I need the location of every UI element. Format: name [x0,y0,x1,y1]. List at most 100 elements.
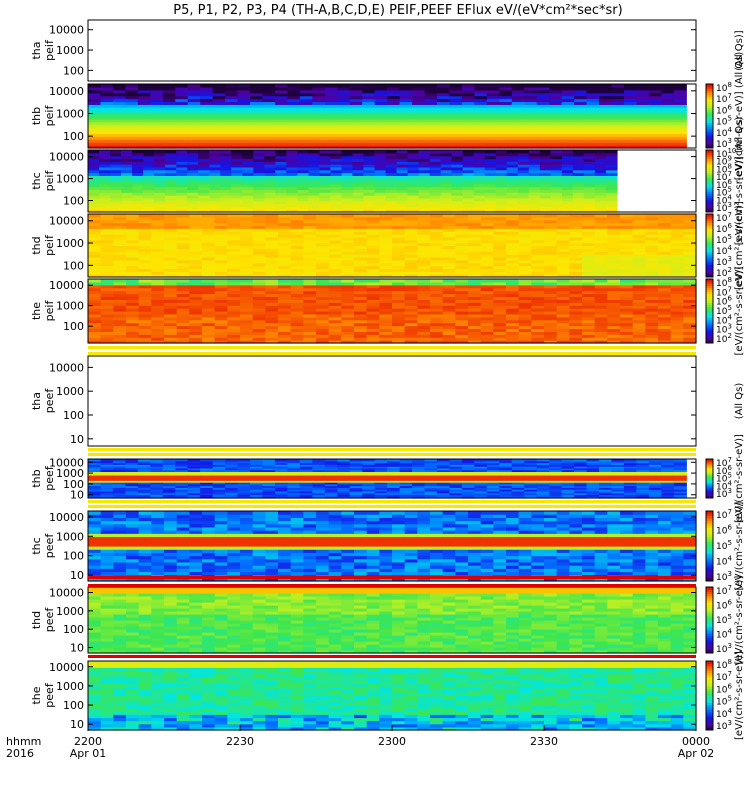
heatmap-cell [99,183,111,188]
heatmap-cell [442,322,456,327]
heatmap-cell [175,113,189,117]
heatmap-cell [265,340,279,344]
heatmap-cell [99,172,111,176]
heatmap-cell [209,158,221,162]
heatmap-cell [250,473,264,476]
heatmap-cell [486,124,500,129]
heatmap-cell [632,225,646,229]
heatmap-cell [517,164,530,168]
heatmap-cell [556,254,570,258]
heatmap-cell [319,172,332,176]
heatmap-cell [499,145,513,149]
heatmap-cell [645,311,659,315]
heatmap-cell [176,337,190,341]
heatmap-cell [561,121,575,126]
heatmap-cell [670,284,684,289]
heatmap-cell [189,214,203,218]
heatmap-cell [126,302,140,306]
heatmap-cell [531,262,545,267]
heatmap-cell [424,139,438,143]
heatmap-cell [324,490,338,494]
heatmap-cell [162,127,176,132]
heatmap-cell [549,98,563,103]
heatmap-cell [632,340,646,344]
heatmap-cell [225,469,239,473]
heatmap-cell [100,242,114,247]
heatmap-cell [324,92,338,97]
heatmap-cell [379,231,393,235]
heatmap-cell [202,222,216,227]
heatmap-cell [125,466,139,469]
heatmap-cell [126,265,140,270]
heatmap-cell [202,293,216,298]
heatmap-cell [474,136,488,140]
heatmap-cell [531,222,545,227]
heatmap-cell [252,290,266,295]
heatmap-cell [319,195,332,199]
heatmap-cell [468,305,482,309]
panel-label-probe: the [30,302,43,320]
heatmap-cell [250,124,264,129]
heatmap-cell [583,186,596,191]
heatmap-cell [225,95,239,100]
colorbar-segment [706,205,713,209]
heatmap-cell [287,118,301,123]
heatmap-cell [658,308,672,312]
heatmap-cell [594,296,608,300]
heatmap-cell [265,296,279,300]
heatmap-cell [100,483,114,487]
heatmap-cell [297,169,309,174]
heatmap-cell [337,133,351,137]
heatmap-cell [151,245,165,249]
heatmap-cell [531,242,545,247]
heatmap-cell [440,169,453,174]
heatmap-cell [605,172,618,176]
heatmap-cell [605,195,618,199]
heatmap-cell [480,322,494,327]
heatmap-cell [506,222,520,227]
heatmap-cell [473,158,486,162]
heatmap-cell [209,152,221,157]
heatmap-cell [164,334,178,338]
heatmap-cell [88,101,102,105]
heatmap-cell [341,293,355,298]
heatmap-cell [544,274,558,278]
heatmap-cell [528,183,541,188]
heatmap-cell [429,197,442,202]
heatmap-cell [524,133,538,137]
heatmap-cell [430,254,444,258]
heatmap-cell [632,305,646,309]
heatmap-cell [110,152,122,157]
heatmap-cell [150,474,164,478]
heatmap-cell [189,319,203,324]
heatmap-cell [126,225,140,229]
heatmap-cell [556,299,570,303]
heatmap-cell [620,284,634,289]
heatmap-cell [493,251,507,255]
heatmap-cell [202,337,216,341]
heatmap-cell [316,284,330,289]
heatmap-cell [683,219,697,224]
heatmap-cell [556,281,570,286]
heatmap-cell [511,127,525,132]
heatmap-cell [99,175,111,179]
heatmap-cell [150,89,164,94]
heatmap-cell [189,337,203,341]
heatmap-cell [430,319,444,324]
heatmap-cell [374,192,387,196]
heatmap-cell [363,169,376,174]
heatmap-cell [151,340,165,344]
heatmap-cell [262,490,276,494]
heatmap-cell [214,242,228,247]
heatmap-cell [550,186,563,191]
heatmap-cell [440,203,453,207]
heatmap-cell [312,116,326,120]
heatmap-cell [227,225,241,229]
heatmap-cell [237,136,251,140]
heatmap-cell [264,152,276,157]
heatmap-cell [524,113,538,117]
heatmap-cell [209,161,221,165]
heatmap-cell [299,462,313,465]
heatmap-cell [583,192,596,196]
heatmap-cell [517,209,530,213]
